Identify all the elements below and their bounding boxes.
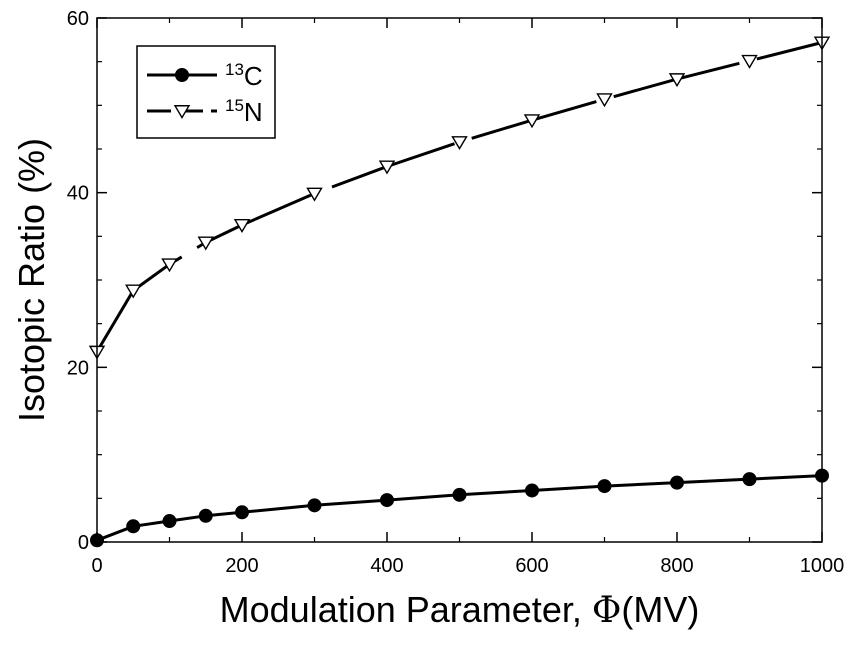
legend-marker-n (173, 105, 191, 120)
data-point-c (452, 487, 467, 502)
data-point-c (525, 483, 539, 498)
data-point-c (198, 508, 213, 523)
data-point-n (451, 136, 468, 151)
data-point-n (596, 93, 613, 108)
y-tick-label: 40 (67, 183, 89, 205)
series-layer (88, 36, 831, 548)
data-point-c (742, 472, 757, 487)
x-tick-label: 600 (515, 555, 548, 577)
series-c (90, 468, 829, 548)
legend-box (136, 45, 276, 139)
y-tick-label: 0 (78, 532, 89, 554)
x-tick-label: 1000 (800, 555, 845, 577)
legend-label-element: N (244, 97, 263, 127)
series-line-c (96, 474, 823, 542)
x-tick-label: 400 (370, 555, 403, 577)
series-n (88, 36, 831, 360)
ticks-layer: 0 200 400 600 800 1000 0 20 40 60 (67, 8, 845, 577)
legend-label-c: 13C (225, 60, 263, 91)
data-point-n (306, 187, 323, 202)
data-point-n (125, 284, 142, 299)
data-point-c (597, 479, 612, 494)
x-tick-label: 200 (225, 555, 258, 577)
data-point-c (670, 475, 684, 490)
data-point-c (307, 498, 322, 513)
x-tick-label: 800 (660, 555, 693, 577)
x-axis-label-text: Modulation Parameter, (220, 589, 592, 630)
data-point-c (235, 505, 249, 520)
data-point-n (523, 114, 541, 129)
data-point-n (161, 258, 178, 273)
x-tick-label: 0 (91, 555, 102, 577)
legend-marker-c (175, 68, 189, 82)
y-tick-label: 60 (67, 8, 89, 30)
data-point-n (741, 54, 758, 69)
data-point-n (668, 73, 686, 88)
data-point-c (126, 519, 141, 534)
data-point-n (233, 219, 251, 234)
data-point-n (378, 160, 396, 175)
legend-label-superscript: 15 (225, 96, 244, 115)
y-axis-label: Isotopic Ratio (%) (11, 138, 52, 422)
data-point-c (162, 514, 177, 529)
data-point-c (380, 493, 394, 508)
data-point-n (197, 236, 214, 251)
x-axis-label-symbol: Φ (592, 590, 622, 631)
x-axis-label-unit: (MV) (621, 589, 699, 630)
legend-label-element: C (244, 61, 263, 91)
legend-label-n: 15N (225, 96, 263, 127)
x-axis-label: Modulation Parameter, Φ(MV) (220, 589, 700, 631)
legend-label-superscript: 13 (225, 60, 244, 79)
y-tick-label: 20 (67, 357, 89, 379)
